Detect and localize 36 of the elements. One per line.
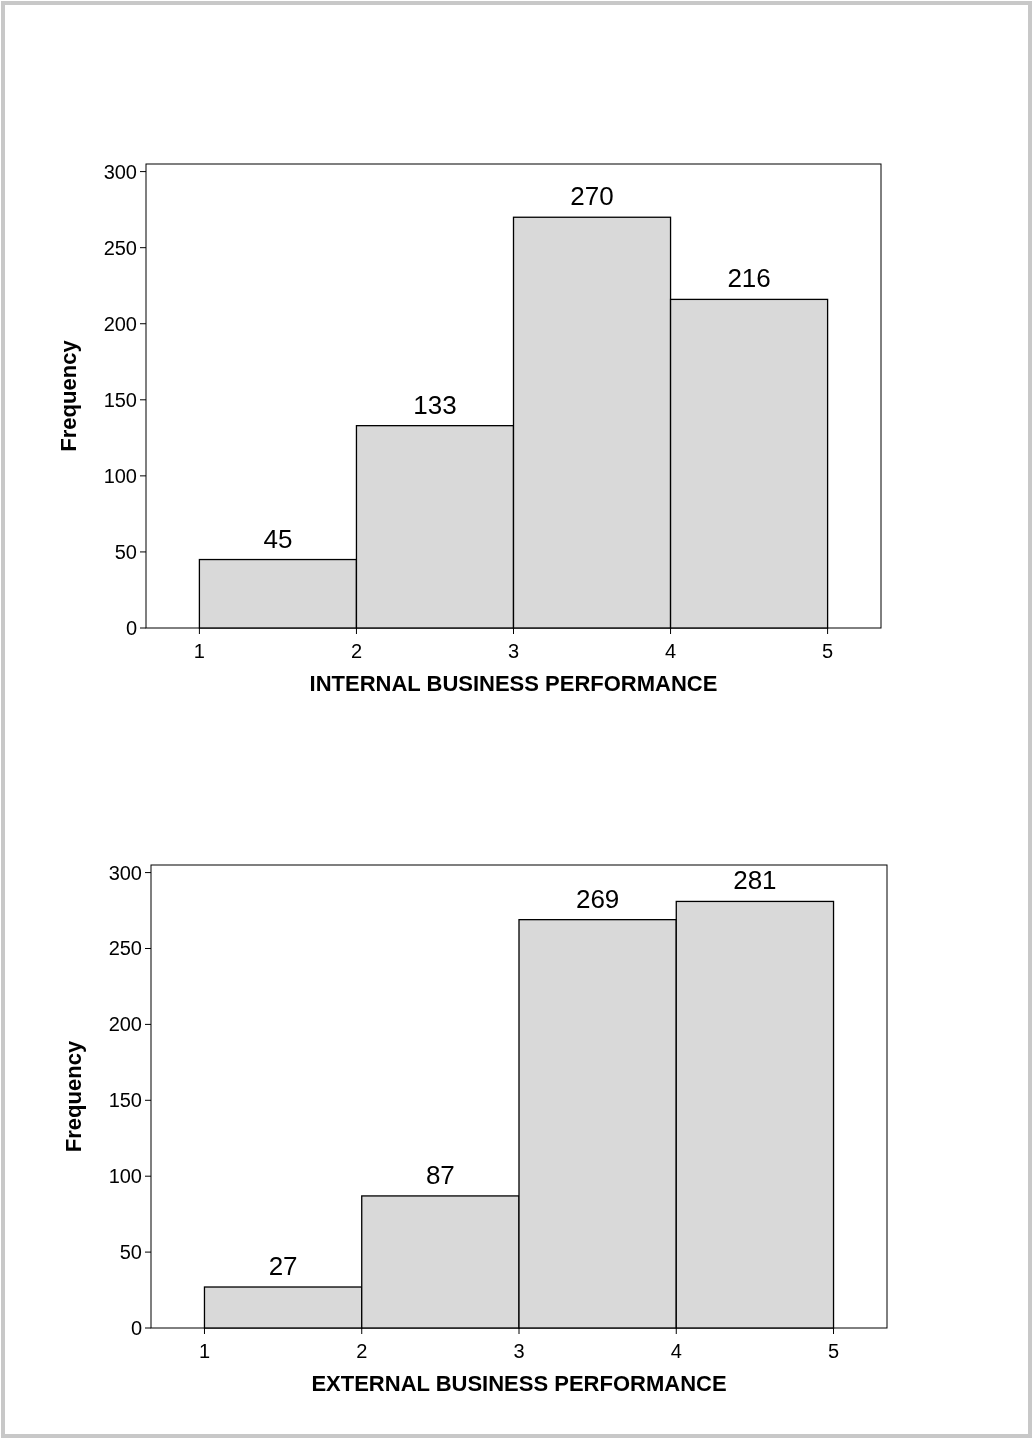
y-tick-label: 100 xyxy=(103,464,137,487)
x-tick-label: 3 xyxy=(513,1340,525,1362)
y-tick-label: 200 xyxy=(103,312,137,335)
x-tick-label: 1 xyxy=(193,640,205,662)
y-tick-label: 150 xyxy=(103,388,137,411)
y-tick-label: 250 xyxy=(108,937,142,960)
x-tick-label: 5 xyxy=(822,640,834,662)
y-axis-title: Frequency xyxy=(61,1040,86,1153)
data-label: 133 xyxy=(413,389,457,420)
y-tick-label: 100 xyxy=(108,1165,142,1188)
x-axis-title: EXTERNAL BUSINESS PERFORMANCE xyxy=(311,1371,727,1396)
y-tick-label: 300 xyxy=(108,861,142,884)
y-tick-label: 300 xyxy=(103,160,137,183)
data-label: 281 xyxy=(733,865,777,896)
x-axis-title: INTERNAL BUSINESS PERFORMANCE xyxy=(309,671,718,696)
data-label: 27 xyxy=(268,1251,298,1282)
x-tick-label: 3 xyxy=(507,640,520,662)
data-label: 45 xyxy=(263,523,293,554)
data-label: 269 xyxy=(575,883,620,914)
data-label: 216 xyxy=(727,263,771,294)
data-label: 270 xyxy=(570,181,614,212)
y-tick-label: 200 xyxy=(108,1013,142,1036)
y-tick-label: 0 xyxy=(130,1317,142,1339)
y-axis-title: Frequency xyxy=(56,339,81,452)
y-tick-label: 50 xyxy=(119,1241,142,1264)
x-tick-label: 5 xyxy=(827,1340,840,1362)
x-tick-label: 4 xyxy=(670,1340,682,1362)
x-tick-label: 2 xyxy=(350,640,363,662)
y-tick-label: 0 xyxy=(125,617,137,639)
y-tick-label: 150 xyxy=(108,1089,142,1112)
x-tick-label: 4 xyxy=(664,640,677,662)
x-tick-label: 1 xyxy=(198,1340,211,1362)
y-tick-label: 50 xyxy=(114,540,137,563)
x-tick-label: 2 xyxy=(356,1340,368,1362)
data-label: 87 xyxy=(425,1159,455,1190)
y-tick-label: 250 xyxy=(103,236,137,259)
